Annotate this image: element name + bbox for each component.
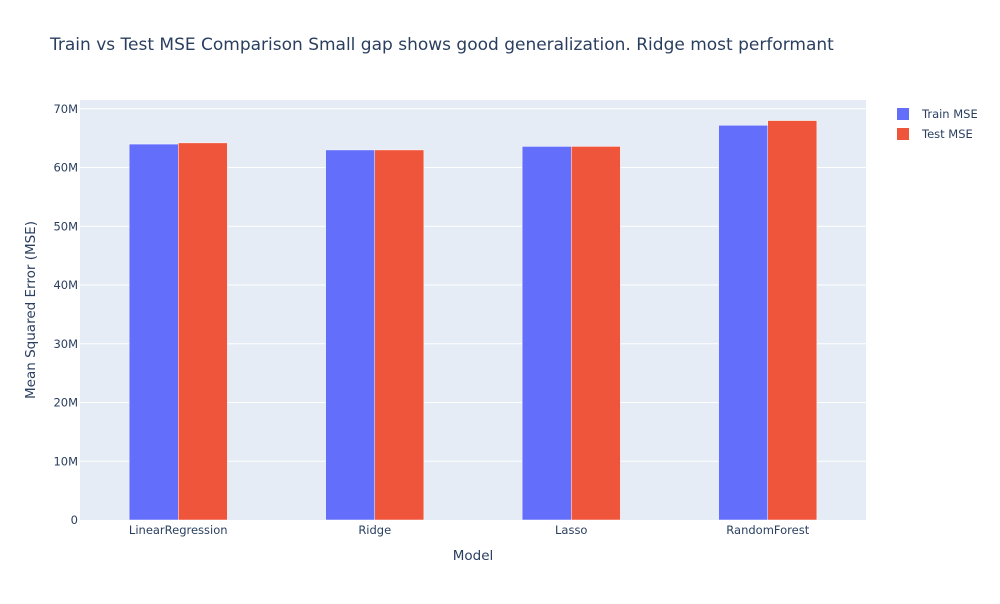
bar-test-mse[interactable]	[178, 142, 228, 521]
y-tick-label: 60M	[53, 161, 78, 175]
chart-title: Train vs Test MSE Comparison Small gap s…	[49, 35, 834, 55]
x-axis-ticks: LinearRegression Ridge Lasso RandomForest	[129, 523, 810, 537]
y-axis-title: Mean Squared Error (MSE)	[23, 221, 39, 399]
y-axis-ticks: 0 10M 20M 30M 40M 50M 60M 70M	[53, 102, 78, 527]
legend-item[interactable]: Train MSE	[897, 107, 978, 121]
bar-test-mse[interactable]	[374, 149, 425, 521]
bar-train-mse[interactable]	[521, 146, 572, 521]
bar-train-mse[interactable]	[128, 143, 179, 521]
x-tick-label: RandomForest	[726, 523, 809, 537]
legend-label: Train MSE	[921, 107, 978, 121]
bar-train-mse[interactable]	[325, 149, 375, 521]
legend-swatch	[897, 128, 909, 140]
bar-test-mse[interactable]	[767, 120, 818, 521]
y-tick-label: 40M	[53, 278, 78, 292]
legend-label: Test MSE	[921, 127, 973, 141]
y-tick-label: 50M	[53, 219, 78, 233]
y-tick-label: 70M	[53, 102, 78, 116]
legend-item[interactable]: Test MSE	[897, 127, 973, 141]
bar-train-mse[interactable]	[718, 125, 768, 521]
bars	[128, 120, 818, 521]
x-axis-title: Model	[453, 548, 494, 564]
x-tick-label: Lasso	[555, 523, 587, 537]
y-tick-label: 30M	[53, 337, 78, 351]
y-tick-label: 0	[71, 513, 78, 527]
x-tick-label: Ridge	[358, 523, 391, 537]
bar-test-mse[interactable]	[571, 146, 621, 521]
x-tick-label: LinearRegression	[129, 523, 228, 537]
legend-swatch	[897, 108, 909, 120]
y-tick-label: 20M	[53, 396, 78, 410]
y-tick-label: 10M	[53, 454, 78, 468]
legend: Train MSE Test MSE	[897, 107, 978, 141]
